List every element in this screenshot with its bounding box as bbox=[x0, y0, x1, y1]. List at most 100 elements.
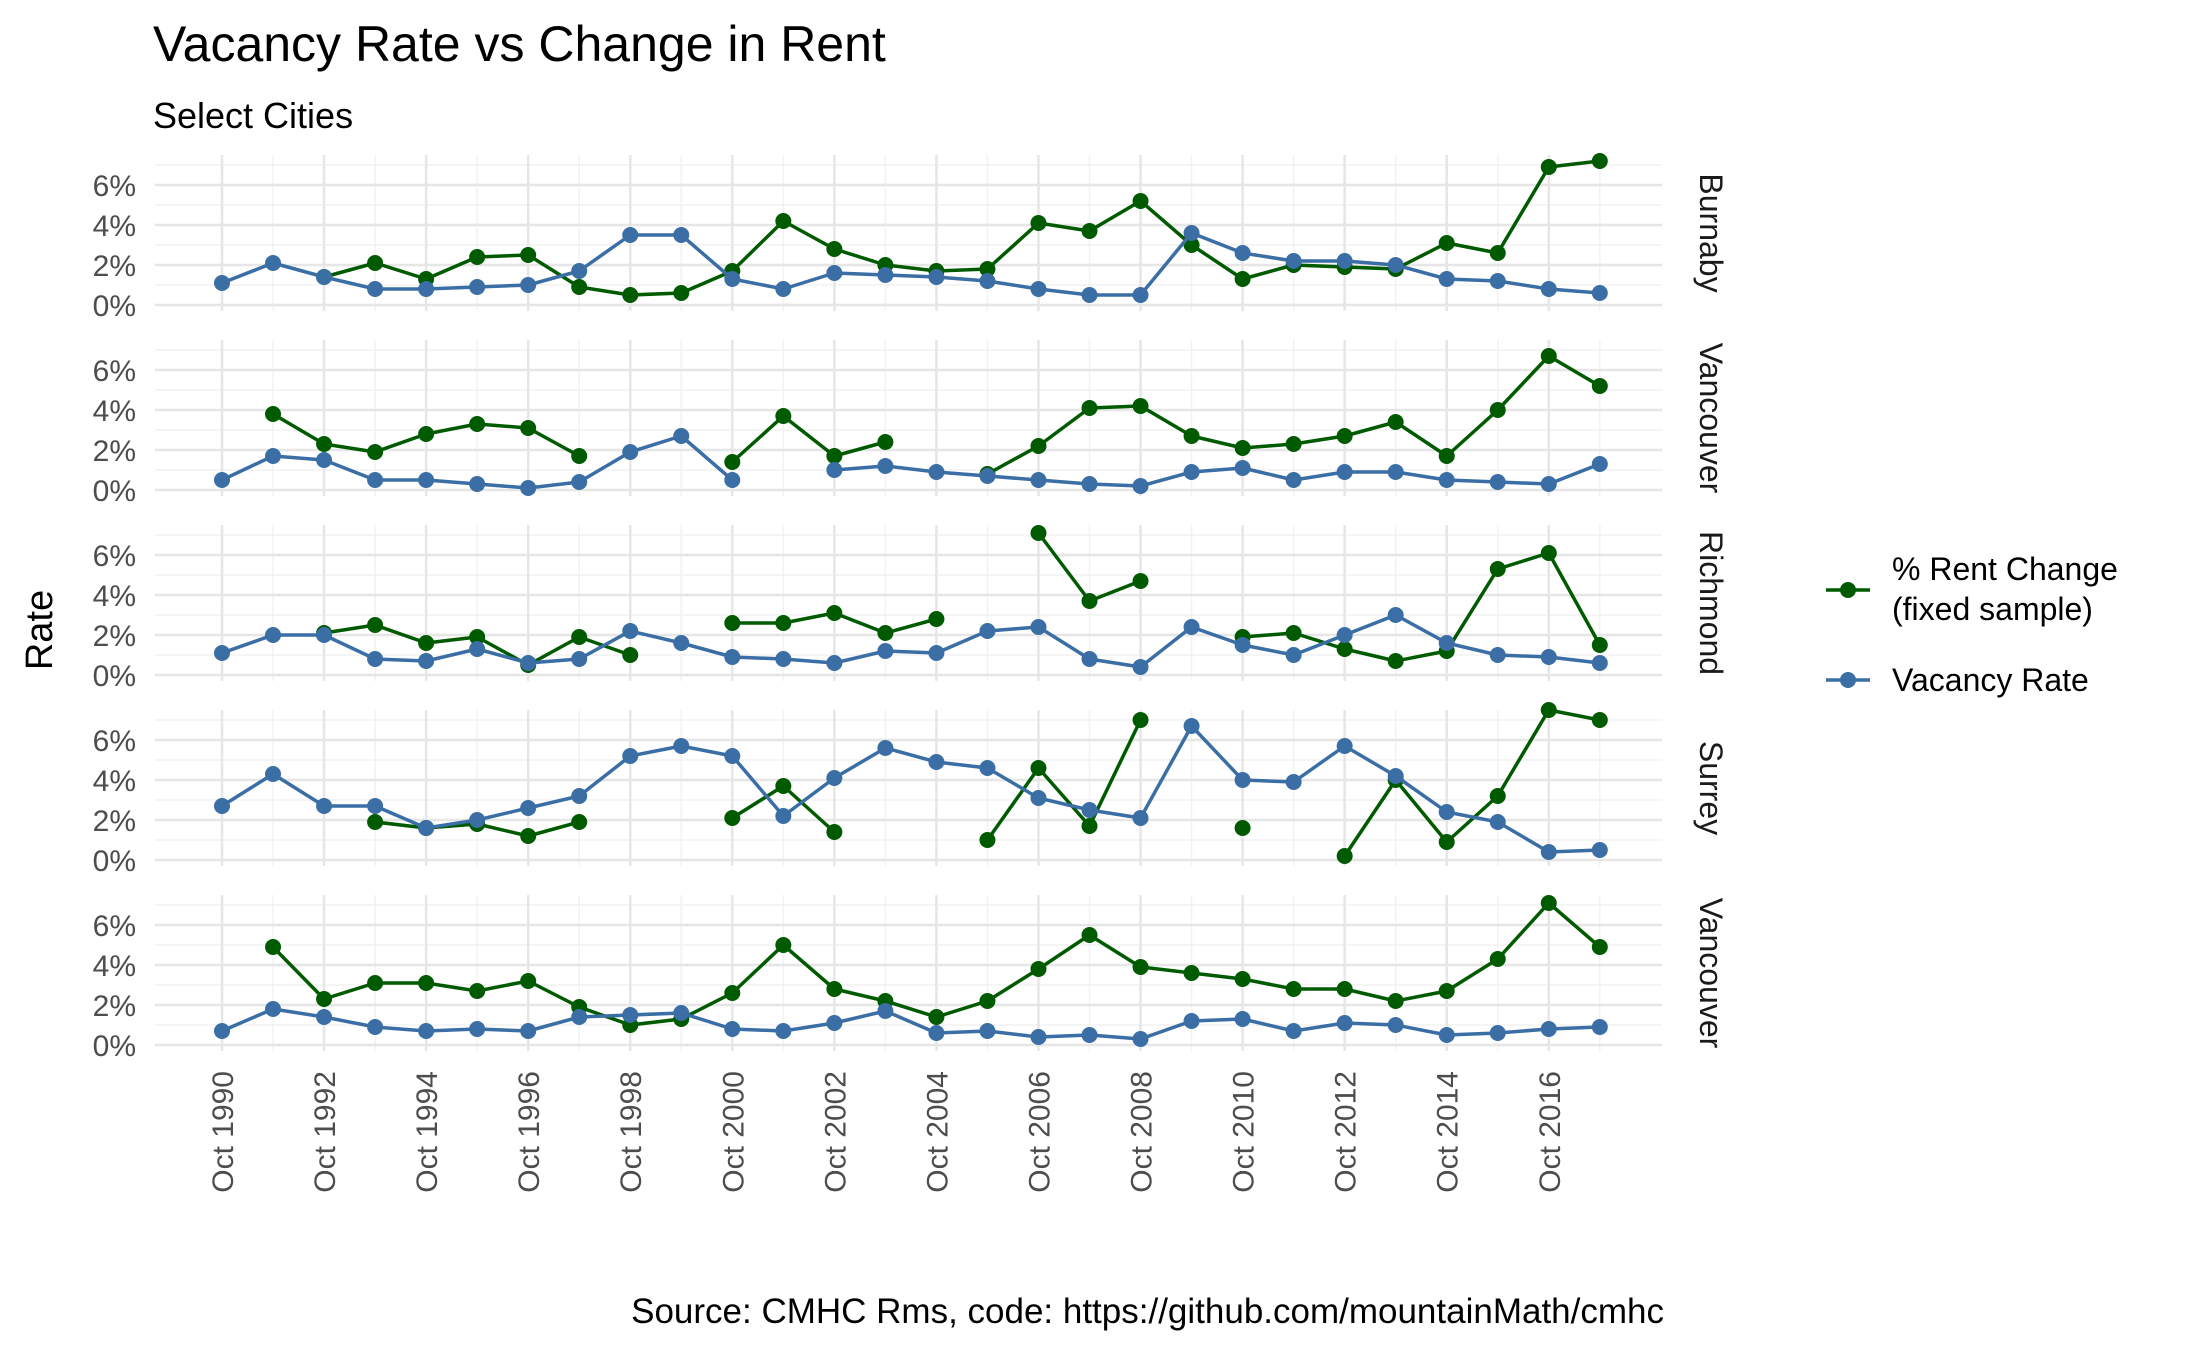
chart-subtitle: Select Cities bbox=[153, 95, 354, 136]
series-rent-change-point bbox=[367, 814, 384, 830]
series-rent-change-point bbox=[469, 416, 486, 432]
series-vacancy-rate-point bbox=[979, 623, 996, 639]
series-rent-change-point bbox=[1540, 702, 1557, 718]
series-vacancy-rate-point bbox=[775, 1023, 792, 1039]
y-tick-label: 4% bbox=[93, 580, 136, 613]
series-rent-change-line bbox=[323, 159, 1601, 297]
series-vacancy-rate-point bbox=[1489, 647, 1506, 663]
series-rent-change-point bbox=[1540, 159, 1557, 175]
series-vacancy-rate-point bbox=[1030, 1029, 1047, 1045]
series-rent-change-point bbox=[265, 939, 282, 955]
series-vacancy-rate-point bbox=[367, 1019, 384, 1035]
series-vacancy-rate-point bbox=[826, 655, 843, 671]
series-vacancy-rate-point bbox=[1336, 464, 1353, 480]
series-rent-change-point bbox=[367, 255, 384, 271]
series-rent-change-point bbox=[1591, 378, 1608, 394]
source-caption: Source: CMHC Rms, code: https://github.c… bbox=[631, 1292, 1664, 1331]
series-vacancy-rate-point bbox=[214, 275, 230, 291]
series-vacancy-rate-point bbox=[1132, 287, 1149, 303]
series-rent-change-point bbox=[469, 983, 486, 999]
series-vacancy-rate-point bbox=[1285, 647, 1302, 663]
series-rent-change-point bbox=[520, 420, 537, 436]
series-rent-change-point bbox=[1336, 848, 1353, 864]
series-vacancy-rate-line bbox=[834, 462, 1601, 488]
y-tick-label: 6% bbox=[93, 540, 136, 573]
series-vacancy-rate-point bbox=[1540, 476, 1557, 492]
series-rent-change-point bbox=[367, 617, 384, 633]
series-vacancy-rate-point bbox=[316, 798, 333, 814]
series-vacancy-rate-point bbox=[724, 748, 741, 764]
y-tick-label: 0% bbox=[93, 845, 136, 878]
series-rent-change-point bbox=[1591, 153, 1608, 169]
series-vacancy-rate-point bbox=[979, 1023, 996, 1039]
series-vacancy-rate-point bbox=[673, 738, 690, 754]
series-vacancy-rate-point bbox=[214, 1023, 230, 1039]
series-vacancy-rate-point bbox=[622, 227, 639, 243]
series-vacancy-rate-point bbox=[1336, 738, 1353, 754]
series-rent-change-point bbox=[367, 444, 384, 460]
series-rent-change-line bbox=[1242, 551, 1602, 663]
series-rent-change-point bbox=[1132, 712, 1149, 728]
x-tick-label: Oct 2002 bbox=[819, 1071, 852, 1193]
series-rent-change-point bbox=[1081, 818, 1098, 834]
series-vacancy-rate-point bbox=[1387, 607, 1404, 623]
series-rent-change-point bbox=[571, 279, 588, 295]
series-vacancy-rate-point bbox=[1183, 1013, 1200, 1029]
series-vacancy-rate-point bbox=[724, 271, 741, 287]
series-vacancy-rate-point bbox=[418, 653, 435, 669]
series-rent-change-point bbox=[1489, 402, 1506, 418]
series-rent-change-point bbox=[1387, 993, 1404, 1009]
series-vacancy-rate-point bbox=[214, 472, 230, 488]
series-rent-change-point bbox=[724, 615, 741, 631]
series-vacancy-rate-point bbox=[979, 468, 996, 484]
series-vacancy-rate-point bbox=[1285, 1023, 1302, 1039]
series-vacancy-rate-line bbox=[221, 1007, 1600, 1041]
series-vacancy-rate-point bbox=[469, 476, 486, 492]
series-vacancy-rate-point bbox=[673, 1005, 690, 1021]
series-vacancy-rate-point bbox=[214, 798, 230, 814]
y-tick-label: 2% bbox=[93, 435, 136, 468]
series-vacancy-rate-point bbox=[826, 265, 843, 281]
y-tick-label: 0% bbox=[93, 1030, 136, 1063]
series-vacancy-rate-point bbox=[1591, 456, 1608, 472]
series-vacancy-rate-point bbox=[1591, 1019, 1608, 1035]
x-tick-label: Oct 2006 bbox=[1023, 1071, 1056, 1193]
series-vacancy-rate-point bbox=[571, 651, 588, 667]
series-rent-change-point bbox=[469, 249, 486, 265]
series-rent-change-point bbox=[1030, 438, 1047, 454]
series-vacancy-rate-point bbox=[1030, 790, 1047, 806]
series-rent-change-point bbox=[418, 426, 435, 442]
series-rent-change-point bbox=[775, 778, 792, 794]
series-vacancy-rate-point bbox=[367, 281, 384, 297]
series-vacancy-rate-point bbox=[1387, 464, 1404, 480]
legend-key-point bbox=[1840, 672, 1856, 688]
series-vacancy-rate-point bbox=[571, 263, 588, 279]
series-vacancy-rate-point bbox=[877, 643, 894, 659]
series-rent-change-point bbox=[979, 993, 996, 1009]
x-tick-label: Oct 1990 bbox=[207, 1071, 240, 1193]
y-tick-label: 0% bbox=[93, 660, 136, 693]
series-vacancy-rate-point bbox=[571, 474, 588, 490]
series-vacancy-rate-point bbox=[469, 641, 486, 657]
series-rent-change-point bbox=[775, 213, 792, 229]
series-rent-change-point bbox=[1591, 637, 1608, 653]
series-vacancy-rate-point bbox=[1438, 271, 1455, 287]
series-rent-change-point bbox=[1030, 961, 1047, 977]
series-vacancy-rate-point bbox=[1081, 1027, 1098, 1043]
series-vacancy-rate-point bbox=[367, 798, 384, 814]
series-rent-change-point bbox=[622, 647, 639, 663]
y-axis-title: Rate bbox=[19, 590, 61, 670]
series-rent-change-line bbox=[1343, 708, 1601, 857]
series-vacancy-rate-point bbox=[724, 472, 741, 488]
series-rent-change-point bbox=[1438, 983, 1455, 999]
series-vacancy-rate-point bbox=[1489, 814, 1506, 830]
series-vacancy-rate-point bbox=[571, 788, 588, 804]
series-vacancy-rate-point bbox=[1030, 472, 1047, 488]
y-tick-label: 0% bbox=[93, 475, 136, 508]
series-rent-change-point bbox=[1489, 788, 1506, 804]
series-vacancy-rate-point bbox=[469, 1021, 486, 1037]
facet-strip-label: Surrey bbox=[1693, 741, 1729, 835]
series-vacancy-rate-point bbox=[520, 277, 537, 293]
series-vacancy-rate-point bbox=[622, 623, 639, 639]
series-vacancy-rate-point bbox=[775, 651, 792, 667]
